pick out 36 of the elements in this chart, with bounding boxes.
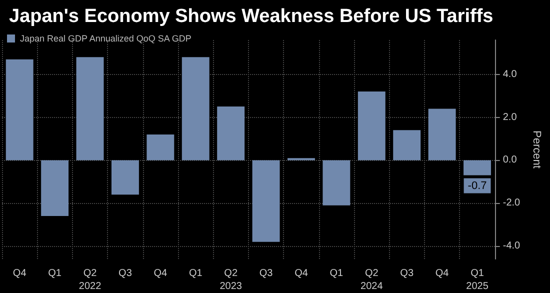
data-label: -0.7 [468,180,487,192]
x-tick-label: Q1 2025 [466,268,489,292]
x-tick-label: Q4 [12,268,27,279]
bar [358,92,386,160]
bar [322,160,350,206]
bar [76,57,104,160]
x-tick-label: Q1 [330,268,344,279]
y-axis-title: Percent [530,130,542,168]
x-tick-label: Q2 2022 [78,268,102,292]
bar [393,130,421,160]
bar [428,108,456,160]
bar [41,160,69,216]
bar [146,134,174,160]
x-tick-label: Q3 [400,268,414,279]
x-tick-label: Q2 2023 [220,268,242,292]
y-tick-label: -4.0 [502,240,521,252]
x-tick-label: Q4 [294,268,308,279]
x-tick-label: Q1 [188,268,203,279]
bar [217,106,245,160]
bar [464,160,491,176]
y-tick-label: 2.0 [502,112,518,123]
x-tick-label: Q4 [154,268,168,279]
x-tick-label: Q3 [259,268,274,279]
y-tick-label: -2.0 [502,198,521,209]
chart-title: Japan's Economy Shows Weakness Before US Tariffs [9,6,494,27]
bar [6,59,34,160]
x-tick-label: Q3 [118,268,132,279]
x-tick-label: Q4 [435,268,450,279]
bar [182,57,210,160]
legend-label: Japan Real GDP Annualized QoQ SA GDP [20,34,192,44]
bar [111,160,139,195]
bar [252,160,280,242]
y-tick-label: 0.0 [502,154,518,166]
x-tick-label: Q1 [48,268,62,279]
y-tick-label: 4.0 [502,68,518,80]
x-tick-label: Q2 2024 [360,268,384,292]
